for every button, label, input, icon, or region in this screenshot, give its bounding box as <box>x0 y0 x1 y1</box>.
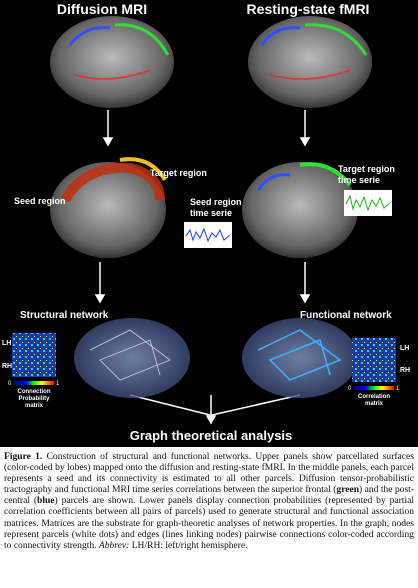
label: matrix <box>25 403 44 409</box>
label: LH <box>400 345 409 352</box>
colorbar <box>14 381 54 385</box>
caption-run: blue <box>37 495 55 507</box>
label: RH <box>2 363 12 370</box>
panel-title: Resting-state fMRI <box>247 1 370 17</box>
colorbar <box>354 386 394 390</box>
brain-mid-left <box>50 157 167 258</box>
brain-top-right <box>248 16 372 108</box>
caption-run: ) and the post-central ( <box>4 484 414 507</box>
label: LH <box>2 340 11 347</box>
matrix <box>12 333 56 377</box>
label: matrix <box>365 401 384 407</box>
caption-run: Abbrev: <box>98 539 130 551</box>
label: Functional network <box>300 310 392 321</box>
label: Graph theoretical analysis <box>130 428 293 443</box>
figure: Diffusion MRI Resting-state fMRI Seed re… <box>0 0 418 447</box>
label: Seed region <box>190 197 242 207</box>
brain-mid-right <box>242 162 358 258</box>
matrix <box>352 338 396 382</box>
arrows <box>94 110 311 425</box>
label: RH <box>400 367 410 374</box>
label: time serie <box>190 208 232 218</box>
caption-run: LH/RH: left/right hemisphere. <box>129 539 248 551</box>
label: Correlation <box>358 394 390 400</box>
time-series <box>184 190 392 248</box>
label: Seed region <box>14 196 66 206</box>
caption-run: Construction of structural and functiona… <box>4 451 414 496</box>
caption: Figure 1. Construction of structural and… <box>4 451 414 551</box>
caption-run: Figure 1. <box>4 451 43 462</box>
caption-run: green <box>336 484 360 496</box>
label: Target region <box>150 168 207 178</box>
label: Connection <box>18 389 51 395</box>
label: Probability <box>18 396 50 402</box>
caption-run: ) parcels are shown. Lower panels displa… <box>4 495 414 551</box>
label: Target region <box>338 164 395 174</box>
label: 1 <box>396 386 400 392</box>
label: time serie <box>338 175 380 185</box>
brain-bottom-right <box>242 318 358 398</box>
label: 0 <box>8 381 12 387</box>
label: Structural network <box>20 310 109 321</box>
panel-title: Diffusion MRI <box>57 1 147 17</box>
label: 0 <box>348 386 352 392</box>
brain-bottom-left <box>74 318 190 398</box>
label: 1 <box>56 381 60 387</box>
brain-top-left <box>50 16 174 108</box>
